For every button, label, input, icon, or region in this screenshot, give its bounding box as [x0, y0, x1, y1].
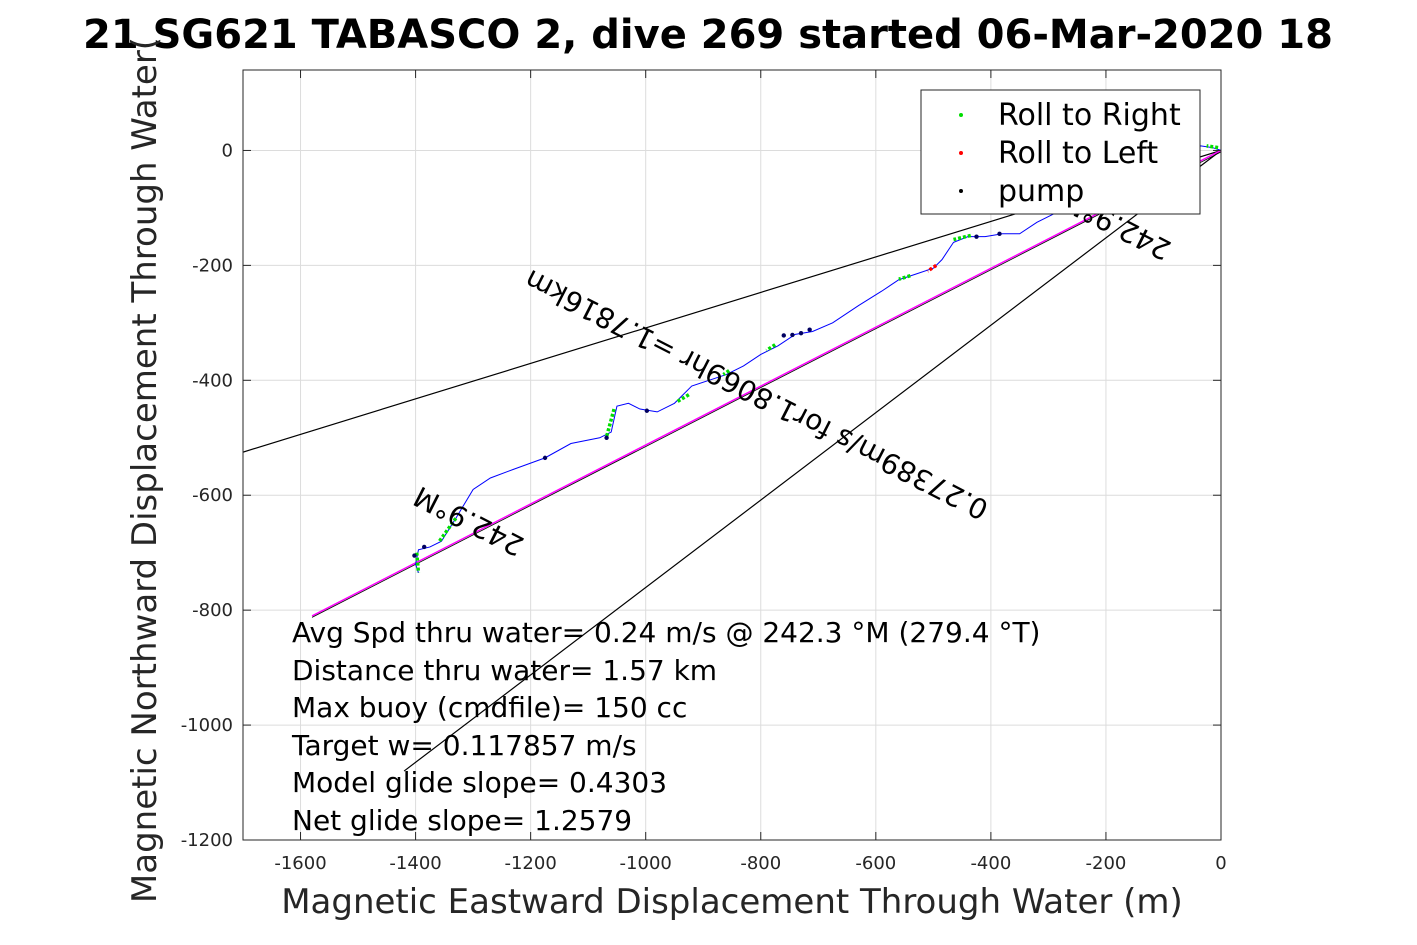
roll-right-segment	[898, 274, 911, 281]
pump-point	[974, 234, 979, 239]
x-tick-label: -1600	[274, 853, 326, 874]
x-tick-label: -1400	[389, 853, 441, 874]
y-tick-label: -200	[192, 255, 233, 276]
y-tick-label: -800	[192, 600, 233, 621]
tick-labels: -1600 -1400 -1200 -1000 -800 -600 -400 -200 0 0 -2…	[181, 140, 1227, 874]
pump-point	[604, 435, 609, 440]
roll-left-segment	[926, 263, 938, 273]
annotation-model-glide: Model glide slope= 0.4303	[292, 766, 667, 799]
guide-line	[403, 149, 1221, 772]
heading-line	[311, 149, 1221, 617]
legend-marker-pump	[959, 189, 963, 193]
pump-point	[644, 408, 650, 413]
legend-marker-roll-right	[959, 113, 963, 117]
pump-point	[542, 455, 548, 461]
legend-label-roll-left: Roll to Left	[998, 136, 1158, 171]
y-tick-label: -1200	[181, 830, 233, 851]
x-tick-label: -800	[740, 853, 781, 874]
pump-point	[781, 333, 786, 338]
annotation-block: Avg Spd thru water= 0.24 m/s @ 242.3 °M …	[291, 616, 1040, 837]
pump-point	[807, 327, 812, 332]
heading-line-shadow	[311, 151, 1221, 618]
annotation-avg-speed: Avg Spd thru water= 0.24 m/s @ 242.3 °M …	[292, 616, 1040, 649]
roll-right-segment	[676, 393, 690, 404]
chart-title: 21 SG621 TABASCO 2, dive 269 started 06-…	[83, 12, 1333, 58]
annotation-net-glide: Net glide slope= 1.2579	[292, 804, 632, 837]
annotation-distance: Distance thru water= 1.57 km	[292, 654, 717, 687]
legend-label-roll-right: Roll to Right	[998, 98, 1181, 133]
x-axis-label: Magnetic Eastward Displacement Through W…	[281, 882, 1183, 922]
roll-right-segment	[953, 233, 972, 242]
annotation-max-buoy: Max buoy (cmdfile)= 150 cc	[292, 691, 687, 724]
legend: Roll to Right Roll to Left pump	[920, 89, 1201, 215]
plot-frame	[242, 69, 1222, 841]
pump-point	[412, 553, 417, 558]
roll-right-segment	[722, 369, 731, 376]
pump-point	[790, 332, 795, 338]
x-tick-label: -1000	[620, 853, 672, 874]
x-tick-label: 0	[1215, 853, 1226, 874]
roll-right-segment	[1206, 144, 1219, 150]
y-tick-label: 0	[222, 140, 233, 161]
roll-right-segment	[414, 552, 421, 573]
x-tick-label: -400	[970, 853, 1011, 874]
legend-label-pump: pump	[998, 174, 1084, 209]
roll-right-segment	[765, 343, 777, 352]
y-tick-label: -600	[192, 485, 233, 506]
x-tick-label: -200	[1086, 853, 1127, 874]
y-tick-label: -400	[192, 370, 233, 391]
y-axis-label: Magnetic Northward Displacement Through …	[125, 37, 165, 903]
annotation-target-w: Target w= 0.117857 m/s	[291, 729, 637, 762]
legend-marker-roll-left	[959, 151, 963, 155]
pump-point	[422, 544, 427, 550]
pump-point	[997, 231, 1002, 236]
y-tick-label: -1000	[181, 715, 233, 736]
x-tick-label: -1200	[504, 853, 556, 874]
legend-box	[920, 89, 1201, 215]
ticks	[243, 70, 1222, 841]
x-tick-label: -600	[855, 853, 896, 874]
pump-point	[798, 330, 804, 336]
